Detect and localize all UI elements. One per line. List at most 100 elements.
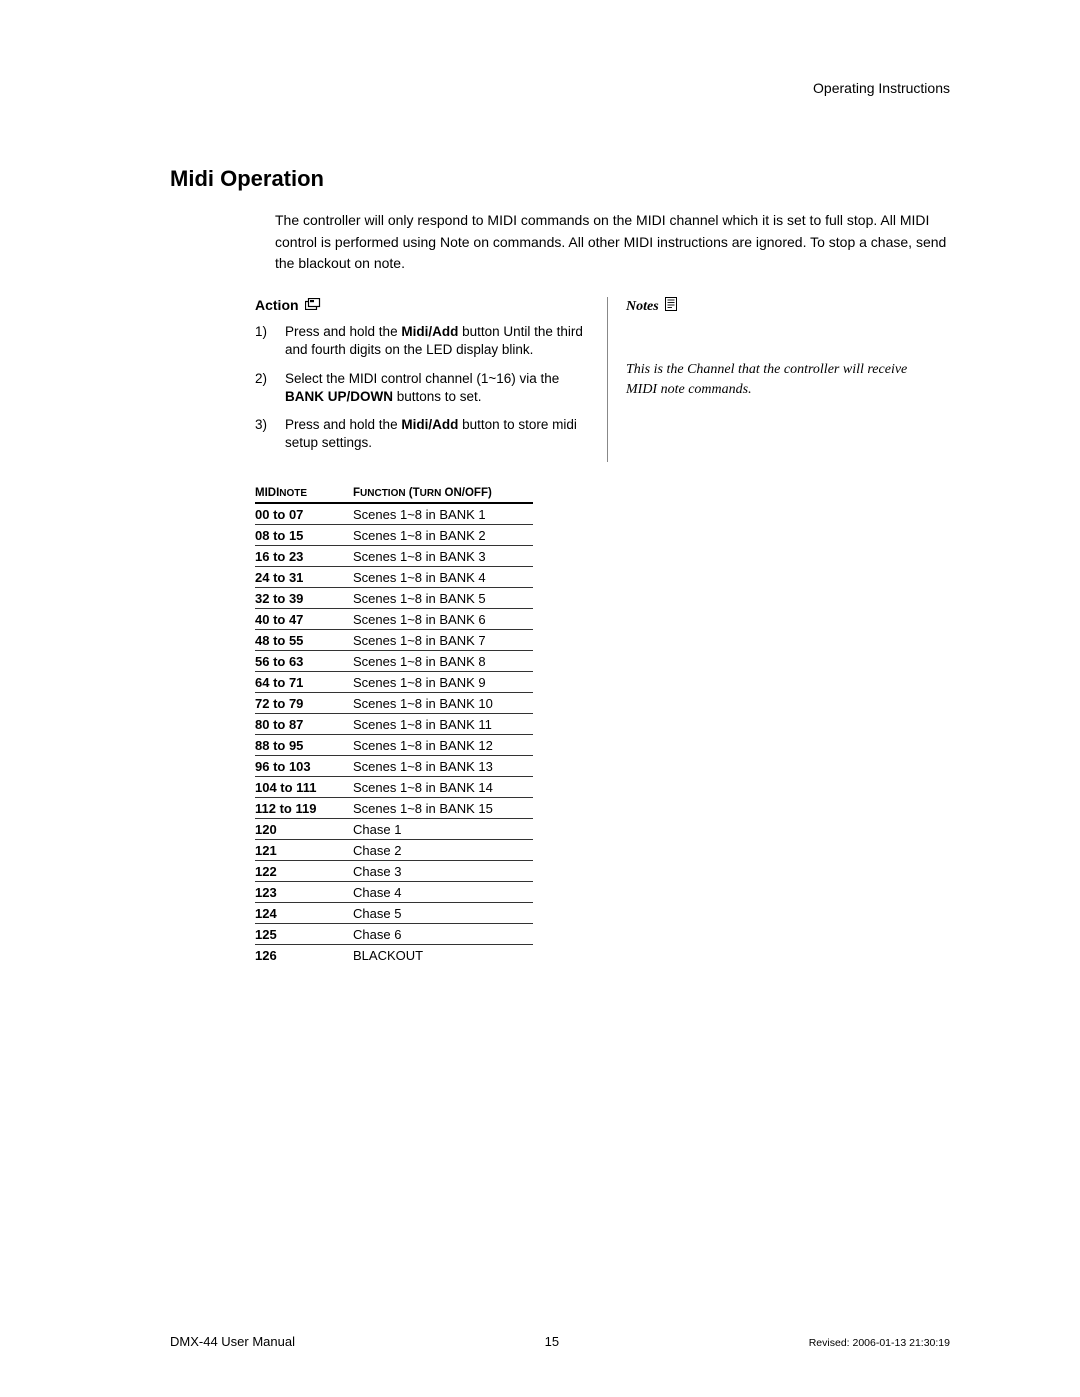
table-row: 80 to 87Scenes 1~8 in BANK 11 [255, 714, 533, 735]
cell-midi-note: 80 to 87 [255, 714, 353, 735]
cell-midi-note: 56 to 63 [255, 651, 353, 672]
table-row: 32 to 39Scenes 1~8 in BANK 5 [255, 588, 533, 609]
action-heading-text: Action [255, 297, 299, 313]
two-column-region: Action Press and hold the Midi/Add butto… [255, 297, 960, 462]
cell-function: Chase 2 [353, 840, 533, 861]
header-right: Operating Instructions [170, 80, 960, 96]
th-func-d: URN [420, 488, 442, 499]
notes-heading: Notes [626, 297, 937, 316]
note-icon [665, 297, 677, 316]
cell-midi-note: 104 to 111 [255, 777, 353, 798]
cell-function: Scenes 1~8 in BANK 10 [353, 693, 533, 714]
table-row: 40 to 47Scenes 1~8 in BANK 6 [255, 609, 533, 630]
table-row: 64 to 71Scenes 1~8 in BANK 9 [255, 672, 533, 693]
cell-function: Chase 4 [353, 882, 533, 903]
cell-midi-note: 32 to 39 [255, 588, 353, 609]
table-row: 24 to 31Scenes 1~8 in BANK 4 [255, 567, 533, 588]
midi-note-table: MIDINOTE FUNCTION (TURN ON/OFF) 00 to 07… [255, 484, 533, 965]
bold-term: Midi/Add [401, 324, 458, 339]
cell-function: Scenes 1~8 in BANK 2 [353, 525, 533, 546]
cell-function: Scenes 1~8 in BANK 12 [353, 735, 533, 756]
table-row: 104 to 111Scenes 1~8 in BANK 14 [255, 777, 533, 798]
action-step: Select the MIDI control channel (1~16) v… [255, 370, 589, 406]
cell-function: Chase 3 [353, 861, 533, 882]
cell-midi-note: 112 to 119 [255, 798, 353, 819]
table-row: 72 to 79Scenes 1~8 in BANK 10 [255, 693, 533, 714]
cell-function: Scenes 1~8 in BANK 15 [353, 798, 533, 819]
table-row: 121Chase 2 [255, 840, 533, 861]
cell-midi-note: 120 [255, 819, 353, 840]
footer-left: DMX-44 User Manual [170, 1334, 295, 1349]
th-note-a: MIDI [255, 487, 279, 499]
cell-midi-note: 00 to 07 [255, 503, 353, 525]
action-step: Press and hold the Midi/Add button Until… [255, 323, 589, 359]
cell-function: Scenes 1~8 in BANK 6 [353, 609, 533, 630]
table-row: 56 to 63Scenes 1~8 in BANK 8 [255, 651, 533, 672]
cell-function: Scenes 1~8 in BANK 13 [353, 756, 533, 777]
action-list: Press and hold the Midi/Add button Until… [255, 323, 589, 452]
th-func-c: (T [406, 487, 420, 499]
bold-term: Midi/Add [401, 417, 458, 432]
footer-revised: Revised: 2006-01-13 21:30:19 [809, 1337, 950, 1349]
action-heading: Action [255, 297, 589, 313]
cell-midi-note: 16 to 23 [255, 546, 353, 567]
cell-function: Scenes 1~8 in BANK 9 [353, 672, 533, 693]
cell-midi-note: 124 [255, 903, 353, 924]
notes-column: Notes This is the Channel that the contr… [607, 297, 937, 462]
cell-midi-note: 121 [255, 840, 353, 861]
th-note-b: NOTE [279, 488, 307, 499]
cell-function: Chase 5 [353, 903, 533, 924]
cell-midi-note: 72 to 79 [255, 693, 353, 714]
table-row: 08 to 15Scenes 1~8 in BANK 2 [255, 525, 533, 546]
cell-midi-note: 88 to 95 [255, 735, 353, 756]
cell-midi-note: 96 to 103 [255, 756, 353, 777]
th-func-e: ON/OFF) [441, 487, 491, 499]
table-row: 120Chase 1 [255, 819, 533, 840]
cell-function: Scenes 1~8 in BANK 4 [353, 567, 533, 588]
notes-heading-text: Notes [626, 299, 659, 315]
th-func-b: UNCTION [360, 488, 406, 499]
table-row: 124Chase 5 [255, 903, 533, 924]
table-row: 48 to 55Scenes 1~8 in BANK 7 [255, 630, 533, 651]
switch-icon [305, 297, 321, 313]
cell-midi-note: 40 to 47 [255, 609, 353, 630]
table-header-note: MIDINOTE [255, 484, 353, 503]
table-row: 122Chase 3 [255, 861, 533, 882]
table-row: 96 to 103Scenes 1~8 in BANK 13 [255, 756, 533, 777]
table-row: 125Chase 6 [255, 924, 533, 945]
cell-midi-note: 24 to 31 [255, 567, 353, 588]
table-row: 88 to 95Scenes 1~8 in BANK 12 [255, 735, 533, 756]
table-row: 00 to 07Scenes 1~8 in BANK 1 [255, 503, 533, 525]
cell-midi-note: 122 [255, 861, 353, 882]
cell-function: Scenes 1~8 in BANK 11 [353, 714, 533, 735]
table-row: 126BLACKOUT [255, 945, 533, 966]
cell-function: Scenes 1~8 in BANK 14 [353, 777, 533, 798]
bold-term: BANK UP/DOWN [285, 389, 393, 404]
cell-function: Scenes 1~8 in BANK 5 [353, 588, 533, 609]
cell-function: Scenes 1~8 in BANK 7 [353, 630, 533, 651]
cell-midi-note: 08 to 15 [255, 525, 353, 546]
cell-midi-note: 123 [255, 882, 353, 903]
table-header-function: FUNCTION (TURN ON/OFF) [353, 484, 533, 503]
page-footer: DMX-44 User Manual 15 Revised: 2006-01-1… [170, 1334, 950, 1349]
intro-paragraph: The controller will only respond to MIDI… [275, 210, 960, 275]
footer-page-number: 15 [545, 1334, 559, 1349]
cell-midi-note: 126 [255, 945, 353, 966]
cell-function: Chase 1 [353, 819, 533, 840]
cell-function: Chase 6 [353, 924, 533, 945]
cell-midi-note: 64 to 71 [255, 672, 353, 693]
cell-function: Scenes 1~8 in BANK 8 [353, 651, 533, 672]
table-row: 112 to 119Scenes 1~8 in BANK 15 [255, 798, 533, 819]
cell-function: BLACKOUT [353, 945, 533, 966]
table-row: 123Chase 4 [255, 882, 533, 903]
cell-function: Scenes 1~8 in BANK 3 [353, 546, 533, 567]
th-func-a: F [353, 487, 360, 499]
action-step: Press and hold the Midi/Add button to st… [255, 416, 589, 452]
table-row: 16 to 23Scenes 1~8 in BANK 3 [255, 546, 533, 567]
action-column: Action Press and hold the Midi/Add butto… [255, 297, 607, 462]
cell-midi-note: 125 [255, 924, 353, 945]
cell-midi-note: 48 to 55 [255, 630, 353, 651]
section-title: Midi Operation [170, 166, 960, 192]
cell-function: Scenes 1~8 in BANK 1 [353, 503, 533, 525]
notes-text: This is the Channel that the controller … [626, 360, 937, 399]
